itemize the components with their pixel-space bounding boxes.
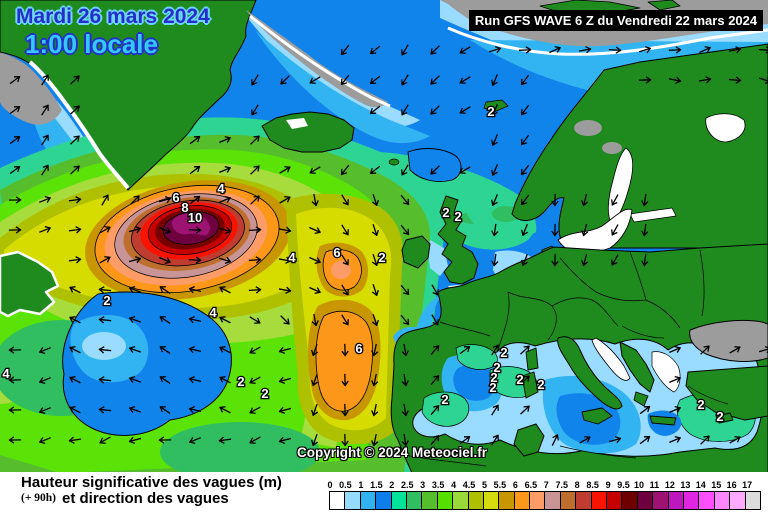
color-swatch (682, 491, 700, 510)
tick-label: 1 (358, 480, 364, 490)
color-swatch (590, 491, 608, 510)
color-swatch (529, 491, 546, 510)
contour-label: 4 (2, 366, 10, 381)
color-swatch (636, 491, 654, 510)
copyright-label: Copyright © 2024 Meteociel.fr (297, 445, 487, 460)
contour-label: 6 (333, 245, 340, 260)
color-swatch (559, 491, 577, 510)
contour-label: 2 (103, 293, 110, 308)
land-layers (0, 0, 768, 473)
color-swatch (575, 491, 592, 510)
country-borders (403, 249, 729, 467)
tick-label: 11 (649, 480, 660, 490)
color-swatch (606, 491, 623, 510)
tick-label: 15 (711, 480, 722, 490)
contour-label: 2 (237, 374, 244, 389)
tick-label: 8 (574, 480, 580, 490)
tick-label: 8.5 (586, 480, 599, 490)
color-scale: 0 0.5 1 1.5 2 2.5 3 3.5 4 4.5 5 5.5 6 6.5 7 7.5 8 8.5 9 9.5… (327, 480, 764, 512)
forecast-hour-label: (+ 90h) (21, 492, 56, 504)
color-swatch (482, 491, 500, 510)
tick-label: 5 (481, 480, 487, 490)
tick-label: 3.5 (431, 480, 445, 490)
tick-label: 5.5 (493, 480, 507, 490)
legend-subtitle: et direction des vagues (62, 490, 229, 507)
color-swatch (375, 491, 392, 510)
tick-label: 4.5 (462, 480, 476, 490)
tick-label: 10 (633, 480, 644, 490)
contour-label: 4 (288, 250, 296, 265)
color-swatch (713, 491, 731, 510)
color-scale-ticks: 0 0.5 1 1.5 2 2.5 3 3.5 4 4.5 5 5.5 6 6.5 7 7.5 8 8.5 9 9.5… (327, 480, 764, 490)
contour-label: 2 (261, 386, 268, 401)
tick-label: 13 (680, 480, 691, 490)
contour-label: 2 (441, 392, 448, 407)
color-swatch (729, 491, 746, 510)
contour-label: 6 (172, 190, 179, 205)
wave-direction-arrows (8, 44, 768, 447)
tick-label: 7.5 (555, 480, 568, 490)
tick-label: 4 (451, 480, 457, 490)
contour-label: 2 (454, 209, 461, 224)
legend-title: Hauteur significative des vagues (m) (21, 474, 282, 491)
contour-label: 4 (209, 305, 217, 320)
tick-label: 0 (327, 480, 333, 490)
contour-label: 2 (493, 360, 500, 375)
tick-label: 6 (512, 480, 518, 490)
contour-label: 2 (490, 370, 497, 385)
contour-label: 6 (355, 341, 362, 356)
color-swatch (452, 491, 469, 510)
contour-label: 2 (537, 377, 544, 392)
color-swatch (513, 491, 531, 510)
color-swatch (436, 491, 454, 510)
contour-label: 2 (489, 380, 496, 395)
color-swatch (667, 491, 684, 510)
map-image: 4 6 8 10 4 6 6 2 2 4 4 2 2 2 2 2 2 2 2 2 2 2 2 2 2 (0, 0, 768, 473)
contour-label: 4 (217, 181, 225, 196)
tick-label: 7 (543, 480, 549, 490)
contour-label: 2 (442, 205, 449, 220)
color-swatch (421, 491, 438, 510)
color-swatch (621, 491, 638, 510)
model-run-banner: Run GFS WAVE 6 Z du Vendredi 22 mars 202… (469, 10, 763, 31)
tick-label: 6.5 (524, 480, 538, 490)
contour-label: 10 (188, 210, 202, 225)
tick-label: 9 (605, 480, 611, 490)
contour-label: 2 (487, 104, 494, 119)
color-swatch (329, 491, 346, 510)
contour-label: 2 (500, 345, 507, 360)
contour-label: 2 (716, 409, 723, 424)
color-scale-swatches (329, 491, 761, 510)
tick-label: 1.5 (370, 480, 383, 490)
tick-label: 0.5 (339, 480, 352, 490)
color-swatch (344, 491, 361, 510)
contour-label: 2 (697, 397, 704, 412)
contour-label: 2 (516, 372, 523, 387)
color-swatch (698, 491, 715, 510)
tick-label: 3 (420, 480, 426, 490)
color-swatch (498, 491, 515, 510)
tick-label: 2 (389, 480, 395, 490)
color-swatch (359, 491, 377, 510)
valid-date-label: Mardi 26 mars 2024 (16, 5, 210, 28)
color-swatch (390, 491, 407, 510)
color-swatch (744, 491, 761, 510)
color-swatch (652, 491, 669, 510)
tick-label: 2.5 (400, 480, 414, 490)
tick-label: 16 (726, 480, 737, 490)
color-swatch (405, 491, 423, 510)
valid-time-label: 1:00 locale (25, 29, 158, 59)
contour-label: 8 (181, 200, 188, 215)
contour-label: 2 (378, 250, 385, 265)
color-swatch (544, 491, 561, 510)
legend-bar: Hauteur significative des vagues (m) (+ … (0, 472, 768, 512)
tick-label: 17 (742, 480, 753, 490)
tick-label: 14 (695, 480, 706, 490)
color-swatch (467, 491, 484, 510)
tick-label: 12 (664, 480, 675, 490)
tick-label: 9.5 (617, 480, 630, 490)
